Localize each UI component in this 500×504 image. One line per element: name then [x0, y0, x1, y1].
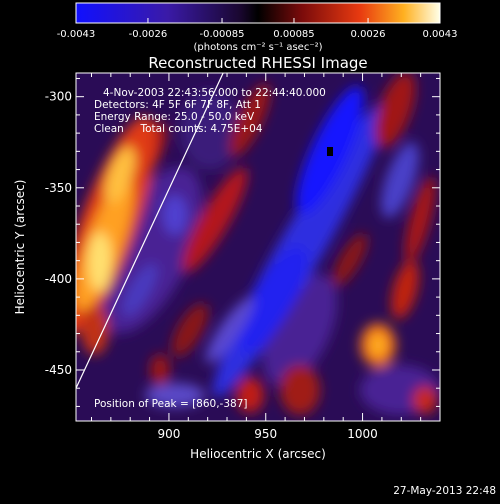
colorbar	[75, 2, 441, 24]
header-line-energy: Energy Range: 25.0 - 50.0 keV	[94, 111, 255, 123]
x-tick-label: 900	[157, 427, 180, 441]
heatmap-image	[76, 73, 440, 415]
colorbar-tick-label: 0.0026	[351, 29, 386, 40]
solar-limb-line	[76, 73, 224, 389]
x-tick-label: 950	[254, 427, 277, 441]
header-line-time: 4-Nov-2003 22:43:56.000 to 22:44:40.000	[103, 87, 326, 99]
colorbar-tick-label: -0.0026	[129, 29, 168, 40]
chart-title: Reconstructed RHESSI Image	[148, 54, 367, 72]
y-tick-label: -400	[45, 272, 72, 286]
header-line-clean: Clean Total counts: 4.75E+04	[94, 123, 263, 135]
y-tick-label: -350	[45, 181, 72, 195]
plot-frame	[75, 72, 441, 422]
y-axis: -300 -350 -400 -450	[45, 77, 440, 407]
dark-spot	[327, 147, 333, 156]
colorbar-units: (photons cm⁻² s⁻¹ asec⁻²)	[193, 42, 322, 53]
colorbar-tick-label: 0.0043	[423, 29, 458, 40]
y-tick-label: -300	[45, 90, 72, 104]
plot-area	[76, 73, 440, 421]
x-axis: 900 950 1000	[90, 73, 441, 441]
x-axis-label: Heliocentric X (arcsec)	[190, 447, 326, 461]
colorbar-tick-label: 0.00085	[273, 29, 314, 40]
timestamp: 27-May-2013 22:48	[393, 485, 496, 497]
x-tick-label: 1000	[347, 427, 378, 441]
header-line-detectors: Detectors: 4F 5F 6F 7F 8F, Att 1	[94, 99, 261, 111]
y-tick-label: -450	[45, 363, 72, 377]
colorbar-tick-label: -0.0043	[57, 29, 96, 40]
colorbar-tick-label: -0.00085	[200, 29, 245, 40]
header-text: 4-Nov-2003 22:43:56.000 to 22:44:40.000 …	[94, 87, 326, 135]
peak-position-label: Position of Peak = [860,-387]	[94, 398, 248, 410]
colorbar-ticks: -0.0043 -0.0026 -0.00085 0.00085 0.0026 0.004…	[57, 18, 458, 40]
y-axis-label: Heliocentric Y (arcsec)	[13, 180, 27, 315]
